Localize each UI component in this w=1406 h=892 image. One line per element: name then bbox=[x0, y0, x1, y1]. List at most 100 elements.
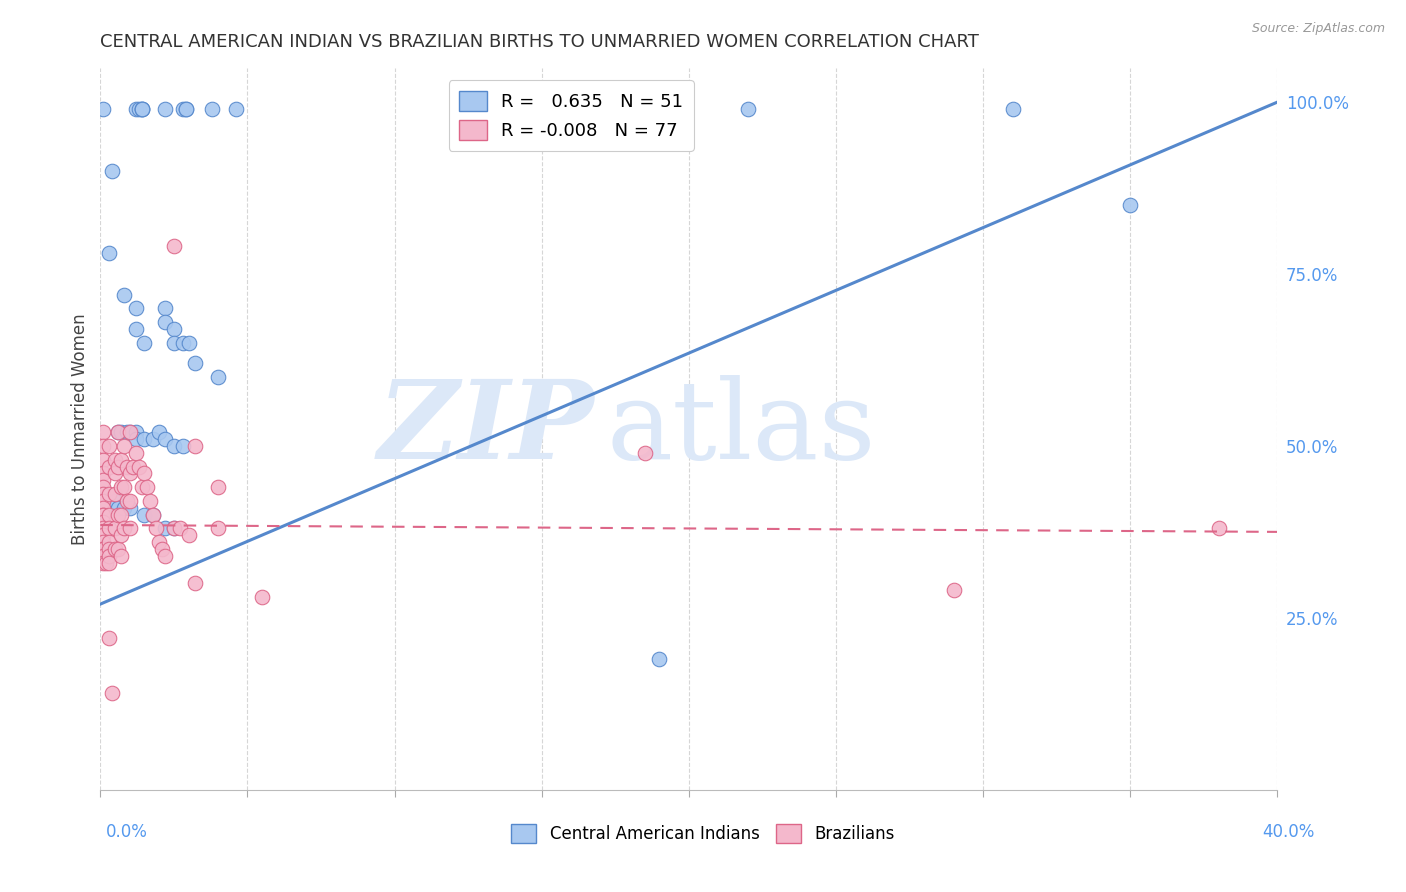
Point bbox=[91, 494, 114, 508]
Point bbox=[107, 425, 129, 439]
Point bbox=[163, 239, 186, 253]
Point bbox=[91, 102, 114, 116]
Point bbox=[142, 508, 165, 522]
Point bbox=[118, 500, 141, 515]
Y-axis label: Births to Unmarried Women: Births to Unmarried Women bbox=[72, 313, 89, 544]
Point bbox=[648, 652, 671, 666]
Point bbox=[172, 102, 194, 116]
Point bbox=[121, 459, 143, 474]
Point bbox=[98, 632, 121, 646]
Point bbox=[104, 521, 127, 535]
Point bbox=[112, 287, 135, 301]
Point bbox=[134, 432, 156, 446]
Point bbox=[128, 102, 150, 116]
Point bbox=[124, 425, 146, 439]
Point bbox=[91, 508, 114, 522]
Point bbox=[104, 467, 127, 481]
Point bbox=[163, 335, 186, 350]
Point bbox=[110, 480, 132, 494]
Point bbox=[115, 425, 138, 439]
Point bbox=[124, 322, 146, 336]
Point bbox=[1001, 102, 1024, 116]
Point bbox=[225, 102, 247, 116]
Point bbox=[112, 521, 135, 535]
Point bbox=[101, 686, 124, 700]
Point bbox=[139, 494, 162, 508]
Point bbox=[250, 591, 273, 605]
Point bbox=[118, 425, 141, 439]
Point bbox=[124, 301, 146, 316]
Point bbox=[163, 521, 186, 535]
Point bbox=[169, 521, 191, 535]
Point bbox=[107, 425, 129, 439]
Point bbox=[207, 370, 229, 384]
Point bbox=[163, 521, 186, 535]
Point bbox=[91, 467, 114, 481]
Point bbox=[174, 102, 197, 116]
Point bbox=[131, 102, 153, 116]
Point bbox=[115, 494, 138, 508]
Point bbox=[201, 102, 224, 116]
Text: CENTRAL AMERICAN INDIAN VS BRAZILIAN BIRTHS TO UNMARRIED WOMEN CORRELATION CHART: CENTRAL AMERICAN INDIAN VS BRAZILIAN BIR… bbox=[100, 33, 979, 51]
Text: 0.0%: 0.0% bbox=[105, 822, 148, 840]
Point bbox=[207, 521, 229, 535]
Point bbox=[91, 425, 114, 439]
Point bbox=[98, 542, 121, 557]
Point bbox=[134, 508, 156, 522]
Point bbox=[104, 494, 127, 508]
Point bbox=[91, 439, 114, 453]
Point bbox=[98, 459, 121, 474]
Point bbox=[112, 500, 135, 515]
Point bbox=[737, 102, 759, 116]
Point bbox=[134, 467, 156, 481]
Point bbox=[98, 508, 121, 522]
Point bbox=[148, 535, 170, 549]
Point bbox=[634, 446, 657, 460]
Point bbox=[153, 432, 176, 446]
Point bbox=[131, 102, 153, 116]
Point bbox=[183, 576, 205, 591]
Point bbox=[91, 500, 114, 515]
Point bbox=[131, 480, 153, 494]
Point bbox=[148, 425, 170, 439]
Point bbox=[153, 315, 176, 329]
Text: atlas: atlas bbox=[606, 376, 876, 483]
Point bbox=[98, 549, 121, 563]
Point bbox=[153, 549, 176, 563]
Point bbox=[91, 556, 114, 570]
Text: Source: ZipAtlas.com: Source: ZipAtlas.com bbox=[1251, 22, 1385, 36]
Point bbox=[91, 508, 114, 522]
Point bbox=[115, 459, 138, 474]
Point bbox=[91, 535, 114, 549]
Point bbox=[107, 508, 129, 522]
Point bbox=[153, 102, 176, 116]
Point bbox=[183, 356, 205, 370]
Point bbox=[118, 521, 141, 535]
Point bbox=[172, 335, 194, 350]
Point bbox=[183, 439, 205, 453]
Point bbox=[91, 542, 114, 557]
Point bbox=[104, 452, 127, 467]
Point bbox=[131, 102, 153, 116]
Point bbox=[91, 515, 114, 529]
Text: 40.0%: 40.0% bbox=[1263, 822, 1315, 840]
Point bbox=[134, 335, 156, 350]
Point bbox=[163, 439, 186, 453]
Point bbox=[104, 542, 127, 557]
Point bbox=[1208, 521, 1230, 535]
Point bbox=[107, 542, 129, 557]
Point bbox=[96, 556, 118, 570]
Point bbox=[107, 500, 129, 515]
Point bbox=[98, 535, 121, 549]
Point bbox=[91, 542, 114, 557]
Point bbox=[91, 549, 114, 563]
Point bbox=[112, 439, 135, 453]
Point bbox=[136, 480, 159, 494]
Point bbox=[1119, 198, 1142, 212]
Point bbox=[104, 487, 127, 501]
Point bbox=[91, 480, 114, 494]
Legend: R =   0.635   N = 51, R = -0.008   N = 77: R = 0.635 N = 51, R = -0.008 N = 77 bbox=[449, 80, 693, 151]
Point bbox=[142, 432, 165, 446]
Point bbox=[101, 164, 124, 178]
Legend: Central American Indians, Brazilians: Central American Indians, Brazilians bbox=[505, 818, 901, 850]
